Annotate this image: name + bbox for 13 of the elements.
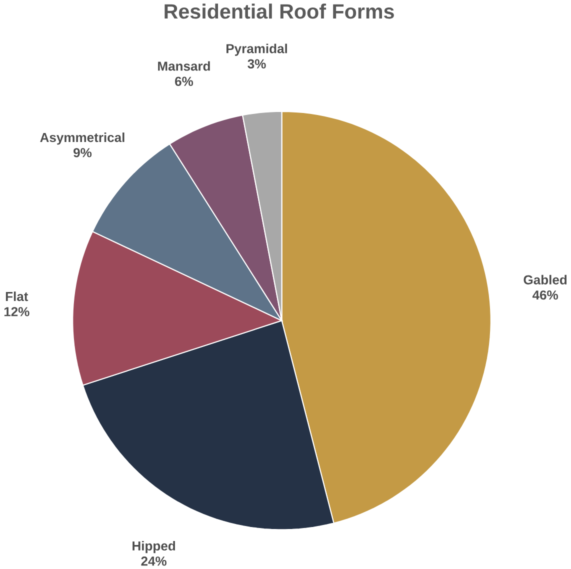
chart-title: Residential Roof Forms [164,3,394,19]
slice-label: Asymmetrical [40,132,124,145]
slice-label: Hipped [132,540,176,553]
data-label: 3% [248,59,266,68]
data-label: 6% [175,76,194,86]
slice-label: Flat [6,291,28,301]
slice-label: Pyramidal [226,44,287,56]
slice-label: Gabled [524,274,567,284]
data-label: 9% [74,148,92,158]
data-label: 24% [141,556,166,566]
slice-label: Mansard [158,61,210,71]
data-label: 46% [532,290,558,300]
data-label: 12% [4,306,30,316]
